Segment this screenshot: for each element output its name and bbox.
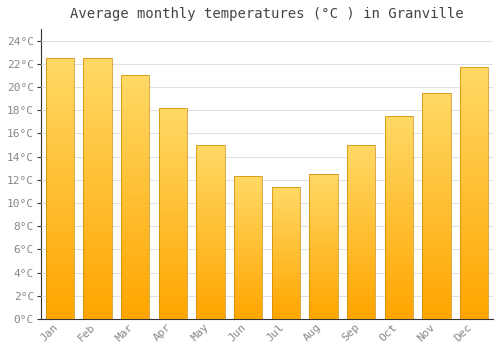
Bar <box>460 67 488 319</box>
Bar <box>422 93 450 319</box>
Bar <box>272 187 300 319</box>
Bar <box>196 145 224 319</box>
Bar <box>121 76 149 319</box>
Title: Average monthly temperatures (°C ) in Granville: Average monthly temperatures (°C ) in Gr… <box>70 7 464 21</box>
Bar <box>46 58 74 319</box>
Bar <box>84 58 112 319</box>
Bar <box>158 108 187 319</box>
Bar <box>384 116 413 319</box>
Bar <box>310 174 338 319</box>
Bar <box>347 145 376 319</box>
Bar <box>234 176 262 319</box>
